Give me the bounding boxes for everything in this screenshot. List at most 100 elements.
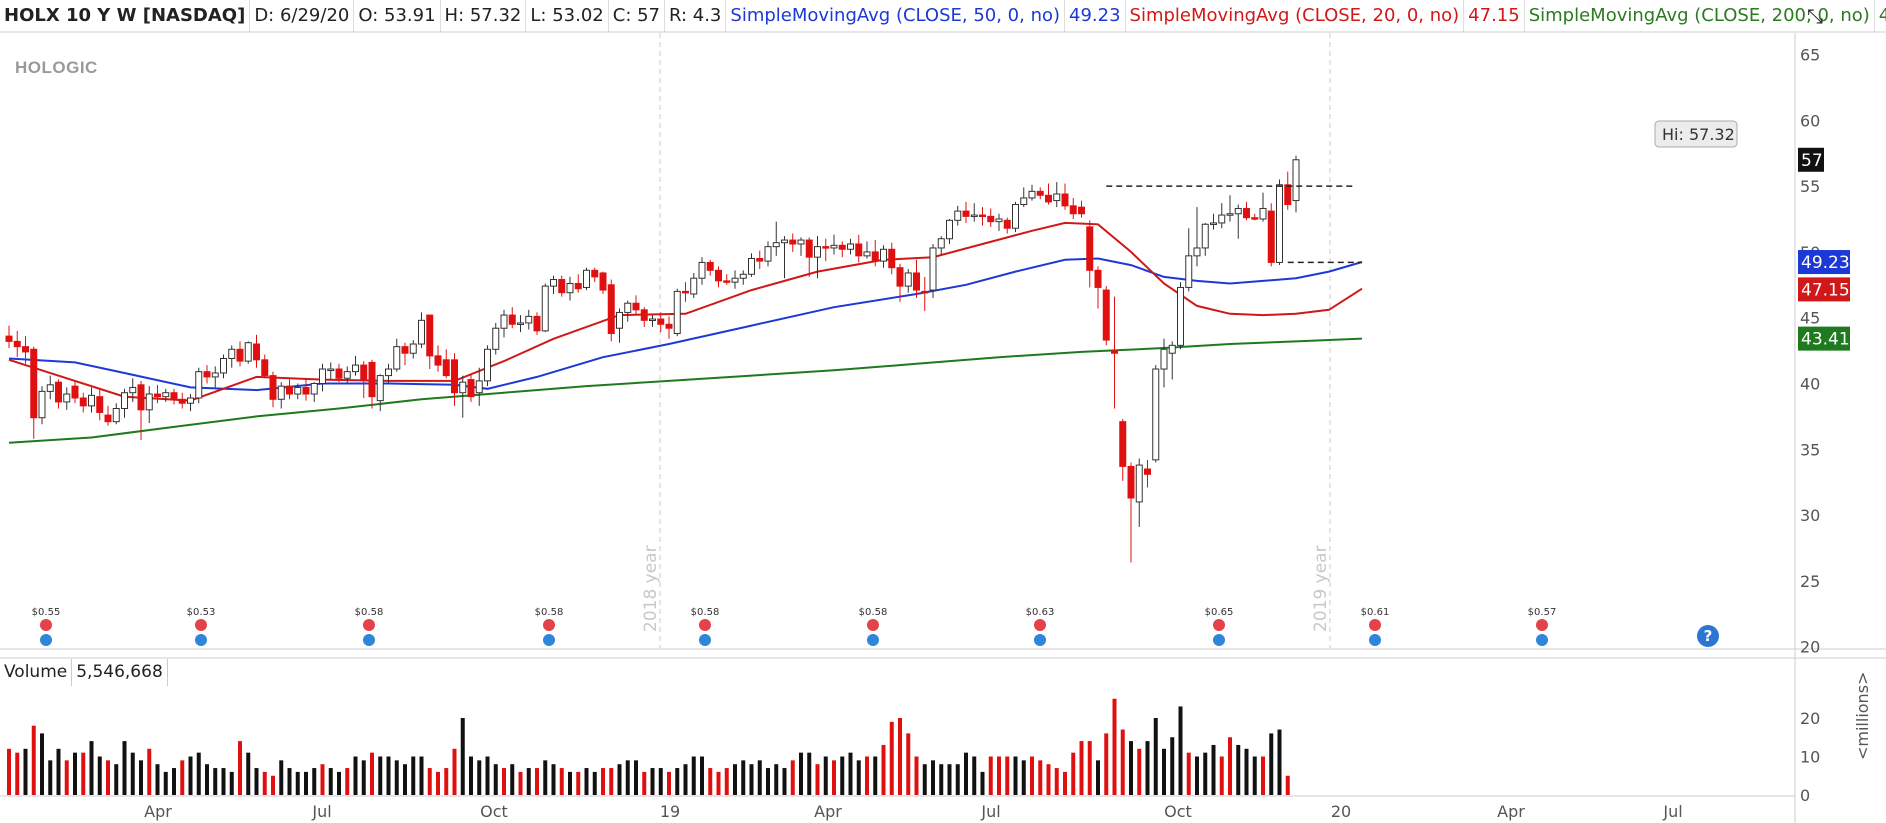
volume-bar bbox=[89, 741, 94, 795]
volume-bar bbox=[840, 756, 845, 795]
volume-bar bbox=[601, 768, 605, 795]
volume-bar bbox=[815, 764, 820, 795]
price-candle bbox=[1292, 155, 1300, 213]
price-tick-label: 25 bbox=[1800, 572, 1820, 591]
volume-bar bbox=[1186, 752, 1191, 795]
volume-label[interactable]: Volume bbox=[0, 659, 73, 686]
volume-bar bbox=[1013, 756, 1018, 795]
volume-bar bbox=[1137, 748, 1142, 795]
price-candle bbox=[1028, 184, 1036, 201]
volume-bar bbox=[997, 756, 1001, 795]
price-candle bbox=[781, 236, 788, 279]
price-candle bbox=[954, 205, 962, 226]
earnings-icon bbox=[1369, 634, 1381, 646]
price-candle bbox=[393, 338, 401, 372]
help-icon[interactable]: ? bbox=[1697, 625, 1719, 647]
volume-bar bbox=[1054, 768, 1059, 795]
sma200-study-label[interactable]: SimpleMovingAvg (CLOSE, 200, 0, no) bbox=[1525, 0, 1875, 32]
price-candle bbox=[244, 341, 252, 364]
volume-bar bbox=[485, 756, 490, 795]
price-candle bbox=[649, 315, 656, 327]
price-candle bbox=[640, 307, 648, 327]
earnings-icon bbox=[1034, 634, 1046, 646]
price-candle bbox=[1276, 179, 1283, 266]
earnings-icon bbox=[543, 634, 555, 646]
price-candle bbox=[929, 244, 937, 298]
price-candle bbox=[1119, 419, 1127, 481]
volume-bar bbox=[1038, 760, 1043, 795]
price-candle bbox=[847, 238, 854, 255]
price-candle bbox=[797, 237, 805, 256]
volume-bar bbox=[246, 752, 251, 795]
collapse-icon[interactable]: ⤡ bbox=[1807, 4, 1823, 28]
volume-bar bbox=[337, 771, 341, 795]
price-candle bbox=[475, 367, 483, 406]
volume-bar bbox=[807, 752, 812, 795]
date-readout: D: 6/29/20 bbox=[250, 0, 355, 32]
price-candle bbox=[319, 363, 326, 392]
volume-bar bbox=[386, 756, 391, 795]
price-candle bbox=[327, 362, 335, 380]
price-candle bbox=[286, 379, 293, 400]
volume-bar bbox=[972, 756, 977, 795]
volume-bar bbox=[592, 771, 597, 795]
sma50-study-label[interactable]: SimpleMovingAvg (CLOSE, 50, 0, no) bbox=[726, 0, 1066, 32]
volume-bar bbox=[419, 756, 424, 795]
volume-bar bbox=[980, 771, 985, 795]
volume-bar bbox=[40, 733, 44, 795]
volume-bar bbox=[271, 775, 275, 795]
volume-bar bbox=[1228, 737, 1232, 795]
price-candle bbox=[1127, 462, 1135, 563]
volume-bar bbox=[31, 725, 36, 795]
earnings-icon bbox=[1213, 634, 1225, 646]
price-candle bbox=[385, 363, 392, 384]
dividend-icon bbox=[867, 619, 879, 631]
volume-bar bbox=[221, 768, 226, 795]
price-candle bbox=[492, 322, 500, 355]
sma20-study-label[interactable]: SimpleMovingAvg (CLOSE, 20, 0, no) bbox=[1126, 0, 1465, 32]
price-candle bbox=[987, 208, 995, 227]
volume-bar bbox=[1087, 741, 1092, 795]
price-candle bbox=[121, 388, 128, 418]
volume-bar bbox=[452, 748, 457, 795]
price-candle bbox=[459, 375, 467, 418]
price-candle bbox=[880, 245, 887, 268]
volume-bar bbox=[262, 771, 267, 795]
price-candle bbox=[1086, 220, 1094, 288]
volume-bar bbox=[518, 771, 523, 795]
volume-bar bbox=[493, 764, 498, 795]
price-candle bbox=[96, 388, 104, 421]
price-candle bbox=[1135, 458, 1143, 527]
volume-bar bbox=[526, 768, 531, 795]
volume-bar bbox=[691, 756, 696, 795]
volume-bar bbox=[1079, 741, 1084, 795]
volume-bar bbox=[873, 756, 878, 795]
volume-bar bbox=[106, 760, 110, 795]
time-axis-label: Jul bbox=[1662, 802, 1682, 821]
volume-bar bbox=[97, 756, 102, 795]
volume-bar bbox=[1104, 733, 1109, 795]
price-candle bbox=[1259, 192, 1267, 222]
price-candle bbox=[1061, 183, 1069, 210]
volume-bar bbox=[741, 760, 746, 795]
price-candle bbox=[814, 236, 821, 279]
price-candle bbox=[269, 371, 277, 408]
volume-bar bbox=[898, 718, 902, 795]
volume-bar bbox=[766, 768, 770, 795]
volume-bar bbox=[320, 764, 325, 795]
volume-bar bbox=[823, 756, 828, 795]
volume-bar bbox=[1112, 698, 1117, 795]
volume-bar bbox=[683, 764, 688, 795]
volume-bar bbox=[73, 752, 77, 795]
year-marker-label: 2018 year bbox=[641, 545, 661, 632]
price-candle bbox=[904, 269, 912, 293]
volume-bar bbox=[865, 756, 869, 795]
dividend-amount-label: $0.58 bbox=[859, 607, 888, 618]
symbol-label[interactable]: HOLX 10 Y W [NASDAQ] bbox=[0, 0, 251, 32]
open-readout: O: 53.91 bbox=[354, 0, 441, 32]
price-candle bbox=[624, 300, 632, 322]
volume-bar bbox=[906, 733, 911, 795]
price-candle bbox=[112, 403, 120, 425]
price-candle bbox=[805, 237, 813, 277]
